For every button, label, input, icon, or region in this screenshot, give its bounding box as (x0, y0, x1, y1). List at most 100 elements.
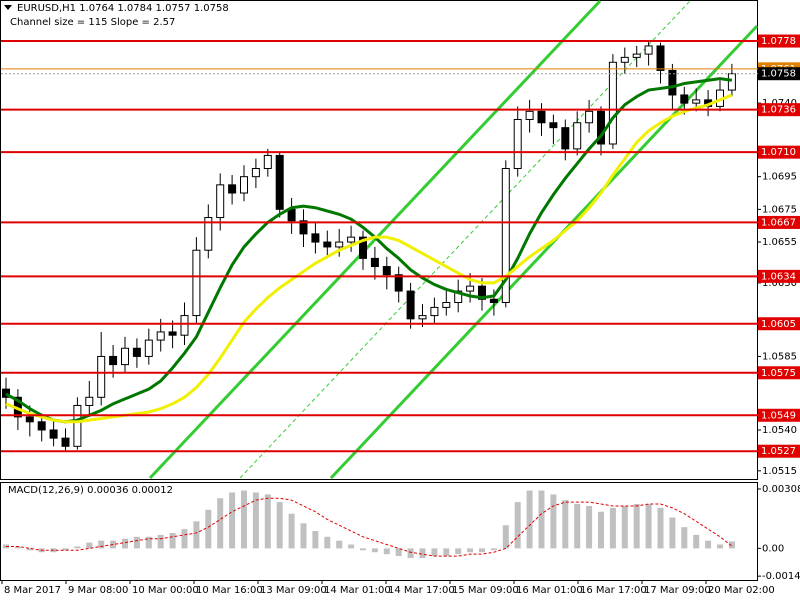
x-tick-label: 20 Mar 02:00 (708, 585, 775, 596)
level-label: 1.0736 (761, 105, 796, 116)
candle-body (418, 315, 427, 320)
candle-body (597, 110, 605, 145)
macd-bar (360, 548, 366, 551)
macd-bar (598, 511, 604, 549)
level-label-box (758, 34, 800, 48)
macd-bar (419, 548, 426, 559)
candle-body (632, 53, 641, 58)
y-tick-label: 1.0540 (762, 425, 797, 436)
macd-bar (348, 544, 355, 549)
macd-bar (181, 529, 188, 549)
y-tick-label: 1.0585 (762, 351, 797, 362)
moving-average (5, 77, 733, 424)
level-label-box (758, 317, 800, 331)
macd-bar (645, 504, 652, 549)
macd-bar (407, 548, 414, 559)
macd-bar (312, 531, 319, 549)
macd-bar (490, 548, 497, 551)
candle-body (561, 127, 570, 150)
macd-panel-frame (0, 482, 758, 581)
candle-body (406, 290, 415, 320)
candle-body (109, 355, 118, 366)
level-label: 1.0549 (761, 410, 796, 421)
x-tick-label: 9 Mar 08:00 (68, 585, 128, 596)
level-label: 1.0575 (761, 368, 796, 379)
chart-title: EURUSD,H1 1.0764 1.0784 1.0757 1.0758 (17, 3, 229, 14)
candle-body (216, 184, 225, 219)
macd-bar (133, 536, 140, 549)
chart-subtitle: Channel size = 115 Slope = 2.57 (10, 17, 175, 28)
candle-body (537, 110, 546, 124)
level-label: 1.0605 (761, 319, 796, 330)
candle-body (240, 176, 248, 194)
candle-body (727, 73, 736, 91)
candle-body (204, 217, 213, 251)
macd-bar (74, 546, 81, 549)
y-tick-label: 1.0630 (762, 278, 797, 289)
macd-bar (26, 548, 33, 551)
macd-bar (14, 546, 21, 549)
x-tick-label: 16 Mar 17:00 (580, 585, 647, 596)
candle-body (359, 236, 367, 259)
x-tick-label: 14 Mar 01:00 (324, 585, 391, 596)
candle-body (525, 110, 534, 120)
x-tick-label: 15 Mar 09:00 (452, 585, 519, 596)
level-label: 1.0667 (761, 217, 796, 228)
macd-bar (431, 548, 438, 557)
macd-bar (264, 494, 271, 549)
candle-body (97, 355, 106, 398)
macd-bar (383, 548, 390, 555)
macd-bar (514, 502, 521, 549)
candle-body (168, 331, 177, 336)
candle-body (430, 306, 439, 317)
candle-body (573, 122, 582, 150)
candle-body (692, 99, 701, 104)
candle-body (585, 110, 594, 124)
macd-bar (681, 527, 688, 549)
candle-body (549, 122, 558, 129)
macd-signal (6, 497, 733, 557)
macd-bar (241, 490, 247, 549)
macd-bar (526, 490, 533, 549)
candle-body (323, 241, 332, 248)
macd-bar (145, 536, 152, 549)
macd-bar (300, 523, 307, 549)
macd-title: MACD(12,26,9) 0.00036 0.00012 (8, 485, 173, 496)
macd-bar (122, 538, 128, 549)
y-tick-label: 1.0515 (762, 466, 797, 477)
macd-bar (443, 548, 450, 557)
symbol-marker (4, 5, 12, 10)
y-tick-label: 1.0695 (762, 172, 797, 183)
level-label-box (758, 408, 800, 422)
candle-body (489, 298, 498, 304)
candle-body (61, 437, 70, 447)
candle-body (608, 61, 617, 145)
macd-bar (217, 498, 224, 549)
x-tick-label: 10 Mar 16:00 (196, 585, 263, 596)
candle-body (25, 416, 34, 423)
macd-bar (98, 540, 105, 549)
x-tick-label: 10 Mar 00:00 (132, 585, 199, 596)
macd-bar (657, 507, 664, 549)
candle-body (335, 241, 344, 248)
macd-bar (586, 505, 593, 549)
macd-bar (205, 509, 212, 549)
candle-body (454, 290, 463, 304)
macd-bar (502, 525, 509, 549)
x-tick-label: 13 Mar 09:00 (260, 585, 327, 596)
macd-bar (169, 532, 176, 549)
macd-bar (324, 536, 331, 549)
current-price-label: 1.0758 (761, 69, 796, 80)
candle-body (513, 118, 522, 170)
candle-body (156, 331, 165, 341)
candle-body (228, 184, 237, 194)
level-label-box (758, 366, 800, 380)
macd-bar (62, 548, 69, 551)
candle-body (620, 56, 629, 63)
macd-bar (705, 540, 712, 549)
current-price-box (758, 67, 800, 81)
candle-body (287, 208, 296, 222)
candle-body (85, 396, 94, 406)
level-label: 1.0527 (761, 446, 796, 457)
